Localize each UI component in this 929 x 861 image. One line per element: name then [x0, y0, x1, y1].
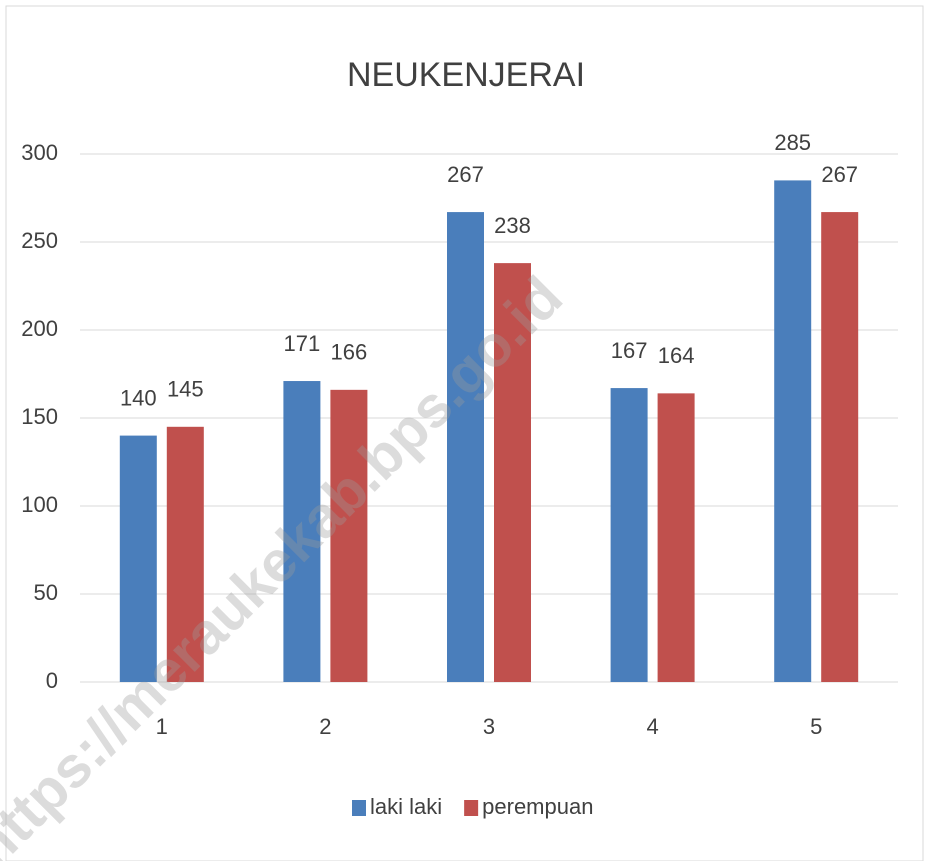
y-tick-label: 250 — [21, 228, 58, 253]
x-tick-label: 5 — [810, 714, 822, 739]
x-tick-label: 1 — [156, 714, 168, 739]
data-label: 285 — [774, 130, 811, 155]
y-tick-label: 300 — [21, 140, 58, 165]
x-tick-label: 2 — [319, 714, 331, 739]
data-label: 167 — [611, 338, 648, 363]
y-tick-label: 0 — [46, 668, 58, 693]
y-tick-label: 200 — [21, 316, 58, 341]
data-label: 267 — [821, 162, 858, 187]
bar — [657, 393, 695, 682]
bar — [119, 435, 157, 682]
bar — [821, 212, 859, 682]
data-label: 140 — [120, 385, 157, 410]
bar — [774, 180, 812, 682]
bar — [166, 426, 204, 682]
y-tick-label: 150 — [21, 404, 58, 429]
data-label: 145 — [167, 377, 204, 402]
bar — [494, 263, 531, 682]
data-label: 171 — [284, 331, 321, 356]
legend-swatch — [352, 800, 366, 816]
bar — [447, 212, 484, 682]
data-label: 164 — [658, 343, 695, 368]
chart-title: NEUKENJERAI — [347, 56, 585, 94]
legend-swatch — [464, 800, 479, 816]
data-label: 166 — [331, 340, 368, 365]
y-tick-label: 100 — [21, 492, 58, 517]
legend-label: laki laki — [370, 794, 442, 819]
legend-label: perempuan — [482, 794, 593, 819]
y-tick-label: 50 — [34, 580, 58, 605]
data-label: 238 — [494, 213, 531, 238]
bar — [610, 388, 648, 682]
x-tick-label: 3 — [483, 714, 495, 739]
data-label: 267 — [447, 162, 484, 187]
bar — [330, 389, 368, 682]
x-tick-label: 4 — [646, 714, 658, 739]
bar — [283, 381, 321, 682]
